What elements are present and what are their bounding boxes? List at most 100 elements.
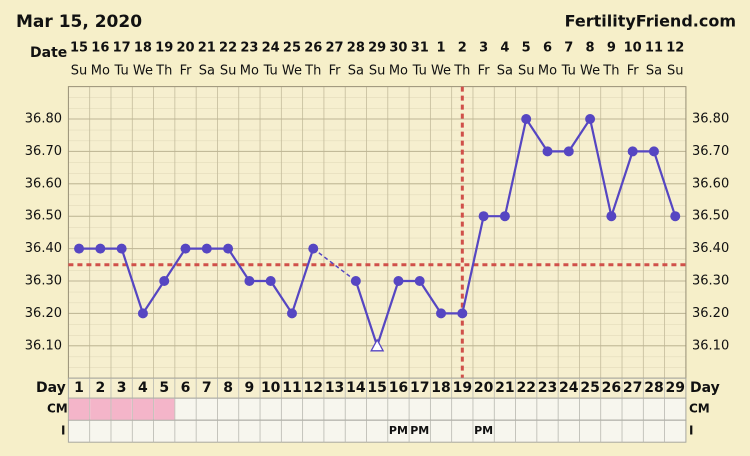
i-label-right: I xyxy=(689,424,693,438)
point xyxy=(542,146,553,157)
date-label: 28 xyxy=(347,41,365,56)
point xyxy=(606,211,617,222)
cm-cell xyxy=(90,398,111,420)
weekday-label: Th xyxy=(453,64,470,79)
point xyxy=(457,308,468,319)
chart-title: Mar 15, 2020 xyxy=(16,12,142,32)
x-tick-label: 2 xyxy=(95,380,105,396)
date-label: 21 xyxy=(198,41,216,56)
cm-cell xyxy=(154,398,175,420)
y-tick-label: 36.30 xyxy=(25,274,62,289)
date-label: 31 xyxy=(411,41,429,56)
y-tick-label: 36.40 xyxy=(25,241,62,256)
cm-cell xyxy=(68,398,90,420)
point xyxy=(95,243,106,254)
date-label: 23 xyxy=(240,41,258,56)
skip-connector xyxy=(312,248,357,282)
date-label: 30 xyxy=(389,41,407,56)
x-tick-label: 28 xyxy=(644,380,663,396)
x-tick-label: 12 xyxy=(304,380,323,396)
weekday-label: Su xyxy=(369,64,386,79)
weekday-label: Fr xyxy=(478,64,491,79)
x-tick-label: 3 xyxy=(117,380,127,396)
x-tick-label: 24 xyxy=(559,380,579,396)
x-tick-label: 6 xyxy=(181,380,191,396)
y-tick-label: 36.10 xyxy=(25,338,62,353)
x-tick-label: 11 xyxy=(282,380,301,396)
point xyxy=(159,276,170,286)
x-tick-label: 18 xyxy=(431,380,450,396)
cm-cell xyxy=(111,398,132,420)
x-tick-label: 22 xyxy=(516,380,535,396)
date-label: Date xyxy=(30,45,67,61)
weekday-label: Su xyxy=(518,64,535,79)
point xyxy=(201,243,212,254)
point xyxy=(414,276,425,286)
date-label: 20 xyxy=(176,41,194,56)
date-label: 3 xyxy=(479,41,488,56)
x-tick-label: 15 xyxy=(367,380,386,396)
weekday-label: We xyxy=(580,64,600,79)
x-tick-label: 25 xyxy=(580,380,599,396)
point xyxy=(286,308,297,319)
site-name: FertilityFriend.com xyxy=(565,12,736,31)
x-tick-label: 16 xyxy=(389,380,408,396)
weekday-label: Sa xyxy=(199,64,215,79)
weekday-label: Mo xyxy=(240,64,259,79)
date-label: 16 xyxy=(91,41,109,56)
x-tick-label: 8 xyxy=(223,380,233,396)
date-label: 22 xyxy=(219,41,237,56)
date-label: 18 xyxy=(134,41,152,56)
x-tick-label: 5 xyxy=(159,380,169,396)
date-label: 8 xyxy=(586,41,595,56)
weekday-label: We xyxy=(282,64,302,79)
cm-label: CM xyxy=(47,402,68,416)
y-tick-label: 36.70 xyxy=(25,144,62,159)
point xyxy=(74,243,85,254)
day-label-right: Day xyxy=(690,380,720,396)
x-tick-label: 19 xyxy=(453,380,472,396)
y-tick-label-right: 36.80 xyxy=(692,112,729,127)
date-label: 15 xyxy=(70,41,88,56)
y-tick-label-right: 36.70 xyxy=(692,144,729,159)
x-tick-label: 14 xyxy=(346,380,366,396)
date-label: 1 xyxy=(437,41,446,56)
y-tick-label-right: 36.30 xyxy=(692,274,729,289)
date-label: 17 xyxy=(113,41,131,56)
date-label: 27 xyxy=(326,41,344,56)
point xyxy=(244,276,255,286)
intercourse-entry: PM xyxy=(474,424,493,437)
point xyxy=(436,308,447,319)
y-tick-label: 36.80 xyxy=(25,112,62,127)
y-tick-label: 36.20 xyxy=(25,306,62,321)
day-label: Day xyxy=(36,380,66,396)
y-tick-label-right: 36.10 xyxy=(692,338,729,353)
weekday-label: Th xyxy=(155,64,172,79)
x-tick-label: 10 xyxy=(261,380,281,396)
date-label: 29 xyxy=(368,41,386,56)
point xyxy=(393,276,404,286)
intercourse-entry: PM xyxy=(410,424,429,437)
point xyxy=(499,211,510,222)
y-tick-label: 36.60 xyxy=(25,176,62,191)
weekday-label: Fr xyxy=(627,64,640,79)
date-label: 24 xyxy=(262,41,280,56)
weekday-label: Mo xyxy=(538,64,557,79)
point xyxy=(308,243,319,254)
x-tick-label: 17 xyxy=(410,380,429,396)
point xyxy=(265,276,276,286)
date-label: 6 xyxy=(543,41,552,56)
cm-label-right: CM xyxy=(689,402,710,416)
x-tick-label: 29 xyxy=(666,380,685,396)
point xyxy=(223,243,234,254)
weekday-label: Tu xyxy=(561,64,576,79)
point xyxy=(116,243,127,254)
weekday-label: Sa xyxy=(497,64,513,79)
weekday-label: Mo xyxy=(389,64,408,79)
weekday-label: Tu xyxy=(412,64,427,79)
weekday-label: Su xyxy=(71,64,88,79)
point xyxy=(627,146,638,157)
date-label: 7 xyxy=(564,41,573,56)
y-tick-label-right: 36.50 xyxy=(692,209,729,224)
